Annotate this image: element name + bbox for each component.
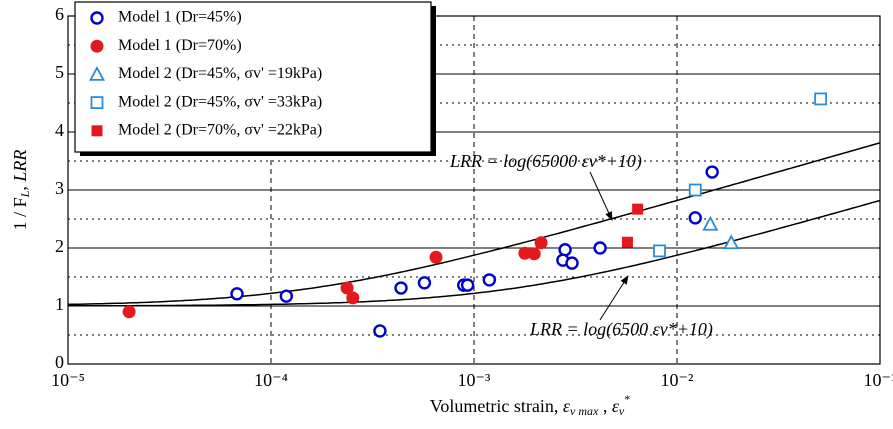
x-title-part: , [598, 396, 612, 416]
curve-label: LRR = log(65000 εv*+10) [449, 151, 642, 172]
x-title-part: v [619, 404, 625, 418]
data-point [534, 236, 548, 250]
x-title-part: ε [612, 396, 620, 416]
data-point [518, 246, 532, 260]
data-point [482, 273, 497, 287]
x-tick-label: 10⁻² [661, 370, 694, 390]
x-axis-title: Volumetric strain, εv max , εv* [430, 392, 631, 418]
y-tick-label: 6 [55, 4, 64, 24]
marker [88, 66, 106, 81]
data-point [702, 215, 719, 231]
y-tick-label: 0 [55, 352, 64, 372]
data-point [621, 236, 633, 248]
legend-label: Model 2 (Dr=45%, σv' =19kPa) [118, 65, 322, 82]
legend-label: Model 1 (Dr=45%) [118, 9, 242, 26]
data-point [279, 289, 294, 303]
x-tick-label: 10⁻¹ [864, 370, 893, 390]
data-point [122, 305, 136, 319]
data-point [527, 247, 541, 261]
legend-box [74, 1, 432, 153]
curve-arrow [599, 275, 629, 321]
x-title-part: * [624, 392, 630, 406]
y-title-part: 1 / F [10, 197, 30, 230]
data-point [705, 165, 719, 179]
marker [90, 96, 104, 109]
data-point [394, 281, 408, 295]
legend: Model 1 (Dr=45%) Model 1 (Dr=70%) Model 2 … [74, 1, 436, 156]
y-tick-label: 1 [55, 294, 64, 314]
x-tick-label: 10⁻⁴ [254, 370, 288, 390]
data-point [688, 183, 702, 197]
x-title-part: v max [570, 404, 599, 418]
curve-arrow [589, 171, 613, 221]
y-tick-label: 2 [55, 236, 64, 256]
marker [90, 39, 104, 53]
data-point [429, 250, 443, 264]
x-title-part: ε [563, 396, 571, 416]
y-tick-label: 3 [55, 178, 64, 198]
data-point [340, 281, 354, 295]
data-point [565, 256, 579, 270]
y-tick-label: 4 [55, 120, 64, 140]
legend-label: Model 1 (Dr=70%) [118, 37, 242, 54]
fit-curve [67, 142, 881, 306]
y-title-part: L [18, 190, 32, 198]
plot-frame [67, 15, 881, 365]
data-point [373, 324, 387, 338]
data-point [230, 287, 244, 301]
data-point [688, 211, 702, 225]
data-point [723, 234, 740, 250]
y-title-part: LRR [10, 150, 30, 183]
plot: LRR = log(65000 εv*+10) LRR = log(6500 εv… [67, 92, 881, 340]
data-point [814, 92, 828, 106]
y-tick-label: 5 [55, 62, 64, 82]
legend-label: Model 2 (Dr=45%, σv' =33kPa) [118, 93, 322, 110]
curve-label: LRR = log(6500 εv*+10) [529, 319, 713, 340]
data-point [346, 291, 360, 305]
data-point [558, 243, 572, 257]
data-point [460, 278, 475, 292]
data-point [417, 276, 432, 290]
marker [90, 11, 104, 25]
fit-curve [68, 199, 881, 307]
x-tick-label: 10⁻³ [458, 370, 492, 390]
y-title-part: , [10, 182, 30, 191]
x-title-part: Volumetric strain, [430, 396, 563, 416]
data-point [593, 241, 607, 255]
marker [91, 125, 103, 137]
data-point [653, 244, 666, 258]
legend-label: Model 2 (Dr=70%, σv' =22kPa) [118, 121, 322, 138]
data-point [632, 203, 644, 215]
x-tick-label: 10⁻⁵ [51, 370, 85, 390]
y-axis-title: 1 / FL, LRR [10, 150, 32, 231]
